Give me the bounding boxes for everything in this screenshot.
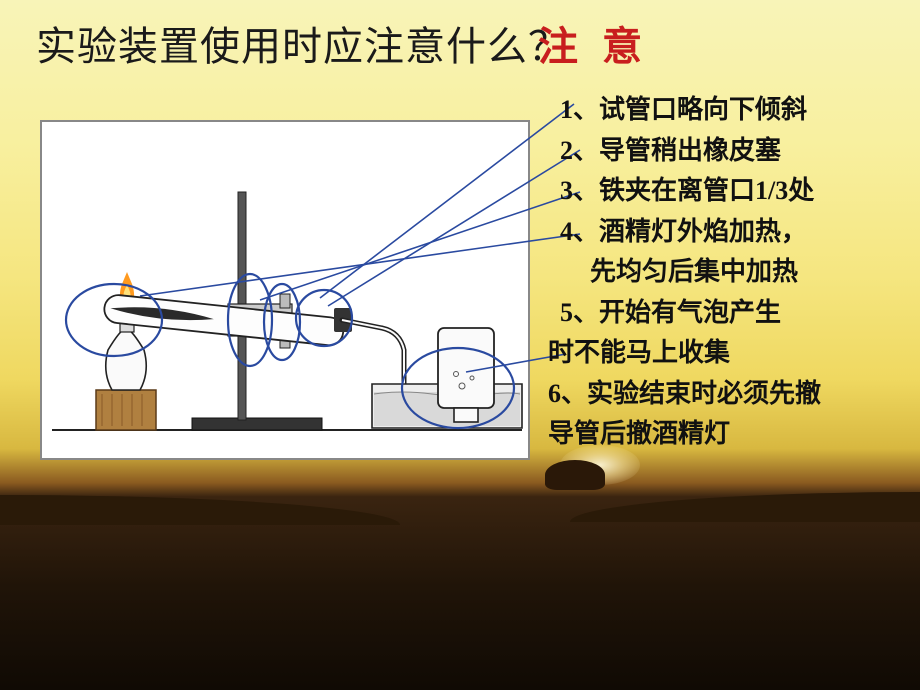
note-4b: 先均匀后集中加热 <box>590 256 920 289</box>
apparatus-diagram <box>40 120 530 460</box>
note-3: 3、铁夹在离管口1/3处 <box>560 175 920 208</box>
note-4: 4、酒精灯外焰加热， <box>560 216 920 249</box>
note-5: 5、开始有气泡产生 <box>560 297 920 330</box>
note-5b: 时不能马上收集 <box>548 337 920 370</box>
slide-title: 实验装置使用时应注意什么？ <box>36 14 569 72</box>
note-1: 1、试管口略向下倾斜 <box>560 94 920 127</box>
note-6b: 导管后撤酒精灯 <box>548 418 920 451</box>
notes-list: 1、试管口略向下倾斜 2、导管稍出橡皮塞 3、铁夹在离管口1/3处 4、酒精灯外… <box>560 94 920 459</box>
slide-content: 实验装置使用时应注意什么？ 注意 <box>0 0 920 690</box>
slide-title-overlay: 注意 <box>538 14 666 72</box>
note-6: 6、实验结束时必须先撤 <box>548 378 920 411</box>
note-2: 2、导管稍出橡皮塞 <box>560 135 920 168</box>
apparatus-svg <box>42 122 532 462</box>
